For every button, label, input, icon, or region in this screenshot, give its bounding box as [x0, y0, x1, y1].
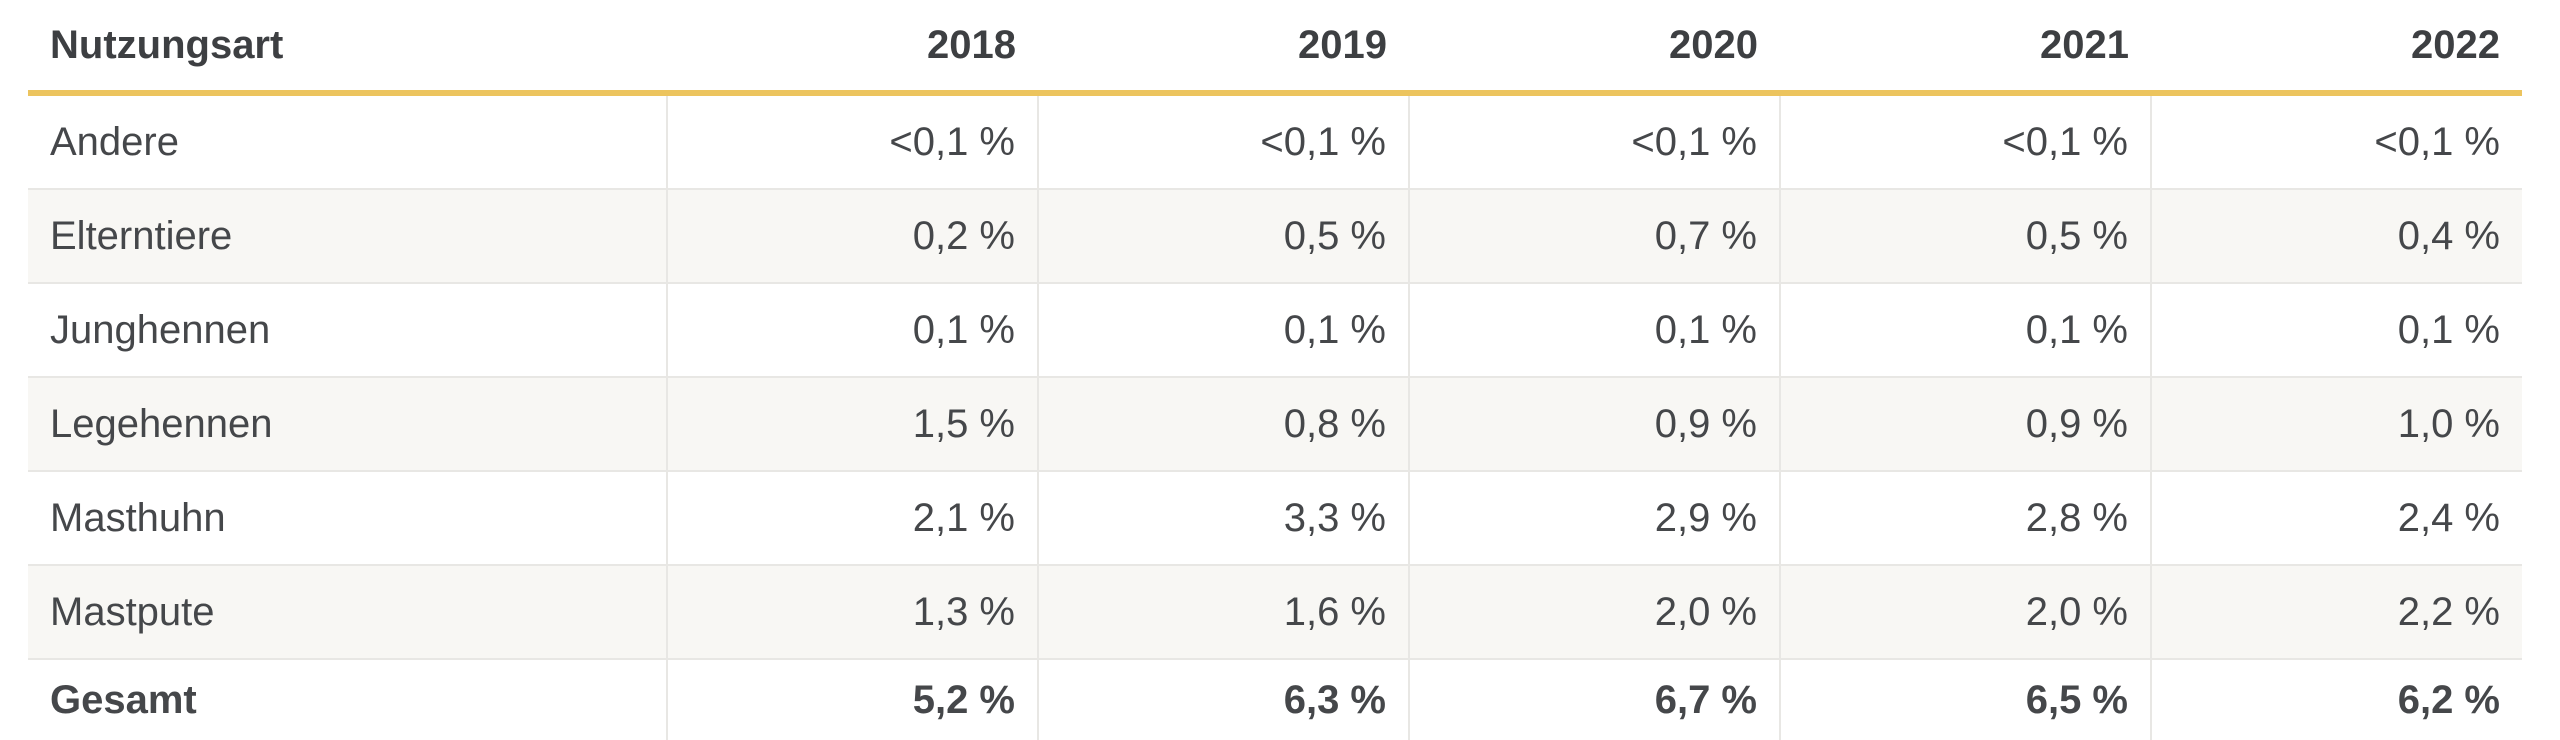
value-legehennen-2019: 0,8 %: [1037, 376, 1409, 471]
header-cell-2022: 2022: [2151, 0, 2522, 96]
value-gesamt-2019: 6,3 %: [1037, 658, 1409, 740]
row-label-mastpute: Mastpute: [28, 564, 667, 659]
value-gesamt-2020: 6,7 %: [1408, 658, 1780, 740]
row-label-masthuhn: Masthuhn: [28, 470, 667, 565]
row-label-elterntiere: Elterntiere: [28, 188, 667, 283]
value-mastpute-2018: 1,3 %: [666, 564, 1038, 659]
value-legehennen-2018: 1,5 %: [666, 376, 1038, 471]
table-row-andere: Andere <0,1 % <0,1 % <0,1 % <0,1 % <0,1 %: [28, 93, 2522, 189]
value-elterntiere-2021: 0,5 %: [1779, 188, 2151, 283]
value-elterntiere-2020: 0,7 %: [1408, 188, 1780, 283]
table-row-junghennen: Junghennen 0,1 % 0,1 % 0,1 % 0,1 % 0,1 %: [28, 282, 2522, 377]
value-masthuhn-2018: 2,1 %: [666, 470, 1038, 565]
row-label-gesamt: Gesamt: [28, 658, 667, 740]
header-cell-2021: 2021: [1780, 0, 2151, 96]
row-label-legehennen: Legehennen: [28, 376, 667, 471]
value-junghennen-2020: 0,1 %: [1408, 282, 1780, 377]
value-elterntiere-2018: 0,2 %: [666, 188, 1038, 283]
table-row-gesamt: Gesamt 5,2 % 6,3 % 6,7 % 6,5 % 6,2 %: [28, 658, 2522, 740]
usage-type-percentage-table: Nutzungsart 2018 2019 2020 2021 2022 Andere <0…: [28, 0, 2522, 740]
value-junghennen-2021: 0,1 %: [1779, 282, 2151, 377]
table-header: Nutzungsart 2018 2019 2020 2021 2022: [28, 0, 2522, 96]
value-mastpute-2022: 2,2 %: [2150, 564, 2522, 659]
value-legehennen-2021: 0,9 %: [1779, 376, 2151, 471]
value-junghennen-2022: 0,1 %: [2150, 282, 2522, 377]
table-row-legehennen: Legehennen 1,5 % 0,8 % 0,9 % 0,9 % 1,0 %: [28, 376, 2522, 471]
value-junghennen-2018: 0,1 %: [666, 282, 1038, 377]
value-junghennen-2019: 0,1 %: [1037, 282, 1409, 377]
value-masthuhn-2021: 2,8 %: [1779, 470, 2151, 565]
value-masthuhn-2019: 3,3 %: [1037, 470, 1409, 565]
value-andere-2019: <0,1 %: [1037, 93, 1409, 189]
value-andere-2022: <0,1 %: [2150, 93, 2522, 189]
value-elterntiere-2022: 0,4 %: [2150, 188, 2522, 283]
value-elterntiere-2019: 0,5 %: [1037, 188, 1409, 283]
value-mastpute-2021: 2,0 %: [1779, 564, 2151, 659]
value-andere-2021: <0,1 %: [1779, 93, 2151, 189]
header-cell-2019: 2019: [1038, 0, 1409, 96]
table-body: Andere <0,1 % <0,1 % <0,1 % <0,1 % <0,1 % Elte…: [28, 93, 2522, 740]
value-mastpute-2019: 1,6 %: [1037, 564, 1409, 659]
value-masthuhn-2020: 2,9 %: [1408, 470, 1780, 565]
value-mastpute-2020: 2,0 %: [1408, 564, 1780, 659]
value-gesamt-2021: 6,5 %: [1779, 658, 2151, 740]
value-andere-2018: <0,1 %: [666, 93, 1038, 189]
value-gesamt-2022: 6,2 %: [2150, 658, 2522, 740]
table-row-mastpute: Mastpute 1,3 % 1,6 % 2,0 % 2,0 % 2,2 %: [28, 564, 2522, 659]
value-andere-2020: <0,1 %: [1408, 93, 1780, 189]
value-legehennen-2020: 0,9 %: [1408, 376, 1780, 471]
table-row-masthuhn: Masthuhn 2,1 % 3,3 % 2,9 % 2,8 % 2,4 %: [28, 470, 2522, 565]
table-row-elterntiere: Elterntiere 0,2 % 0,5 % 0,7 % 0,5 % 0,4 %: [28, 188, 2522, 283]
header-row: Nutzungsart 2018 2019 2020 2021 2022: [28, 0, 2522, 96]
value-masthuhn-2022: 2,4 %: [2150, 470, 2522, 565]
row-label-junghennen: Junghennen: [28, 282, 667, 377]
header-cell-2018: 2018: [667, 0, 1038, 96]
header-cell-2020: 2020: [1409, 0, 1780, 96]
header-cell-nutzungsart: Nutzungsart: [28, 0, 667, 96]
value-legehennen-2022: 1,0 %: [2150, 376, 2522, 471]
row-label-andere: Andere: [28, 93, 667, 189]
value-gesamt-2018: 5,2 %: [666, 658, 1038, 740]
